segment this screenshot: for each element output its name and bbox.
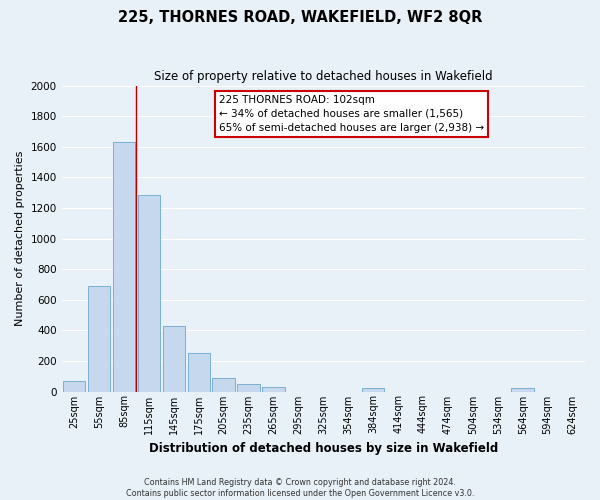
Bar <box>238 384 260 392</box>
Bar <box>188 354 210 392</box>
Bar <box>88 286 110 392</box>
Text: 225, THORNES ROAD, WAKEFIELD, WF2 8QR: 225, THORNES ROAD, WAKEFIELD, WF2 8QR <box>118 10 482 25</box>
Bar <box>362 388 385 392</box>
Bar <box>212 378 235 392</box>
Text: 225 THORNES ROAD: 102sqm
← 34% of detached houses are smaller (1,565)
65% of sem: 225 THORNES ROAD: 102sqm ← 34% of detach… <box>218 94 484 132</box>
Bar <box>137 195 160 392</box>
Bar <box>163 326 185 392</box>
Bar <box>113 142 135 392</box>
Text: Contains HM Land Registry data © Crown copyright and database right 2024.
Contai: Contains HM Land Registry data © Crown c… <box>126 478 474 498</box>
Bar <box>262 387 285 392</box>
Bar <box>63 381 85 392</box>
Y-axis label: Number of detached properties: Number of detached properties <box>15 151 25 326</box>
Title: Size of property relative to detached houses in Wakefield: Size of property relative to detached ho… <box>154 70 493 83</box>
X-axis label: Distribution of detached houses by size in Wakefield: Distribution of detached houses by size … <box>149 442 498 455</box>
Bar <box>511 388 534 392</box>
